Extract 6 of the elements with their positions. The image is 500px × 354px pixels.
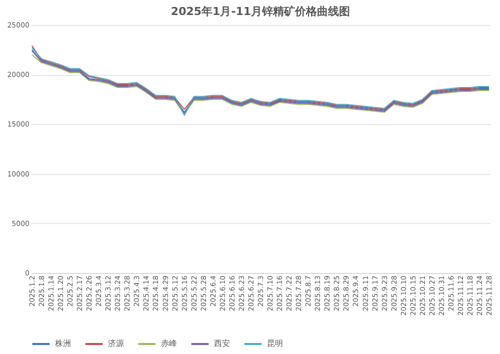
legend-label: 株洲: [54, 339, 71, 348]
legend-label: 赤峰: [161, 339, 177, 348]
legend-label: 西安: [214, 339, 230, 348]
legend-label: 济源: [108, 339, 124, 348]
legend-label: 昆明: [267, 339, 283, 348]
chart-title: 2025年1月-11月锌精矿价格曲线图: [170, 5, 350, 18]
